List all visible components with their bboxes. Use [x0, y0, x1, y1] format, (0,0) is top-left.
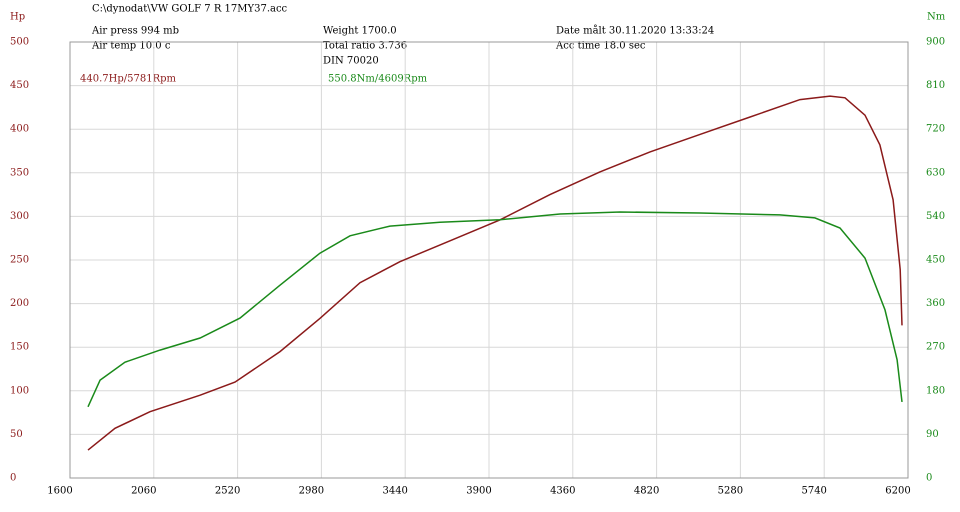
y2-tick-label: 360 — [926, 298, 945, 309]
y-tick-label: 150 — [10, 342, 29, 353]
y2-axis-label: Nm — [927, 12, 946, 23]
y-tick-label: 450 — [10, 80, 29, 91]
y-tick-label: 100 — [10, 385, 29, 396]
x-tick-label: 1600 — [47, 486, 72, 497]
x-tick-label: 2520 — [215, 486, 240, 497]
y-tick-label: 400 — [10, 124, 29, 135]
y2-tick-label: 0 — [926, 473, 932, 484]
y-tick-label: 300 — [10, 211, 29, 222]
x-tick-label: 4820 — [634, 486, 659, 497]
air-temp: Air temp 10.0 c — [91, 41, 171, 52]
x-tick-label: 2060 — [131, 486, 156, 497]
standard: DIN 70020 — [323, 56, 379, 67]
total-ratio: Total ratio 3.736 — [323, 41, 407, 52]
y2-tick-label: 180 — [926, 385, 945, 396]
y-tick-label: 200 — [10, 298, 29, 309]
x-tick-label: 5280 — [718, 486, 743, 497]
x-tick-label: 5740 — [801, 486, 826, 497]
air-press: Air press 994 mb — [91, 26, 179, 37]
y-tick-label: 50 — [10, 429, 23, 440]
nm-peak-annotation: 550.8Nm/4609Rpm — [328, 74, 428, 85]
y2-tick-label: 810 — [926, 80, 945, 91]
x-tick-label: 3900 — [466, 486, 491, 497]
date: Date målt 30.11.2020 13:33:24 — [556, 25, 714, 37]
y2-tick-label: 900 — [926, 37, 945, 48]
x-tick-label: 6200 — [885, 486, 910, 497]
hp-peak-annotation: 440.7Hp/5781Rpm — [80, 74, 176, 85]
y-axis-label: Hp — [10, 12, 25, 23]
plot-frame — [69, 41, 909, 479]
y-tick-label: 350 — [10, 167, 29, 178]
x-tick-label: 3440 — [382, 486, 407, 497]
weight: Weight 1700.0 — [323, 26, 397, 37]
y2-tick-label: 630 — [926, 167, 945, 178]
x-tick-label: 4360 — [550, 486, 575, 497]
y2-tick-label: 270 — [926, 342, 945, 353]
y-tick-label: 250 — [10, 255, 29, 266]
acc-time: Acc time 18.0 sec — [555, 41, 646, 52]
y-tick-label: 0 — [10, 473, 16, 484]
y2-tick-label: 450 — [926, 255, 945, 266]
series-line — [87, 95, 903, 451]
y2-tick-label: 720 — [926, 124, 945, 135]
x-tick-label: 2980 — [299, 486, 324, 497]
file-name: C:\dynodat\VW GOLF 7 R 17MY37.acc — [92, 4, 288, 15]
y-tick-label: 500 — [10, 37, 29, 48]
y2-tick-label: 90 — [926, 429, 939, 440]
series-line — [87, 211, 903, 408]
y2-tick-label: 540 — [926, 211, 945, 222]
